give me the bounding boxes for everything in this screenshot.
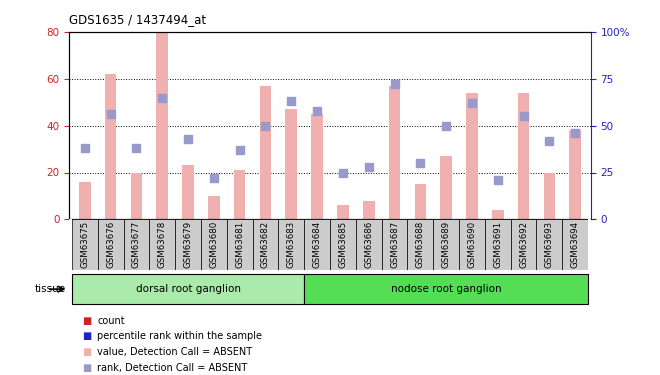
Bar	[537, 219, 562, 270]
Text: GSM63693: GSM63693	[545, 220, 554, 267]
Bar	[98, 219, 123, 270]
Point	[183, 136, 193, 142]
Text: GSM63685: GSM63685	[339, 220, 347, 268]
Bar	[485, 219, 511, 270]
Point	[286, 98, 296, 104]
Point	[544, 138, 554, 144]
Bar	[330, 219, 356, 270]
Text: ■: ■	[82, 347, 92, 357]
Bar	[131, 172, 142, 219]
Bar	[414, 184, 426, 219]
Text: GSM63694: GSM63694	[571, 220, 579, 267]
Bar	[234, 170, 246, 219]
Point	[570, 130, 581, 136]
Bar	[492, 210, 504, 219]
Text: GSM63684: GSM63684	[313, 220, 321, 268]
Bar	[279, 219, 304, 270]
Text: nodose root ganglion: nodose root ganglion	[391, 284, 502, 294]
Bar	[312, 114, 323, 219]
Text: GSM63682: GSM63682	[261, 220, 270, 268]
Text: GDS1635 / 1437494_at: GDS1635 / 1437494_at	[69, 13, 207, 26]
Bar	[544, 172, 555, 219]
Point	[338, 170, 348, 176]
Point	[234, 147, 245, 153]
Bar	[381, 219, 407, 270]
Point	[312, 108, 322, 114]
Text: percentile rank within the sample: percentile rank within the sample	[97, 332, 262, 341]
Text: GSM63688: GSM63688	[416, 220, 425, 268]
Bar	[570, 130, 581, 219]
Bar	[208, 196, 220, 219]
Point	[364, 164, 374, 170]
Bar	[72, 219, 98, 270]
Bar	[433, 219, 459, 270]
Text: count: count	[97, 316, 125, 326]
Bar	[72, 274, 304, 304]
Bar	[511, 219, 537, 270]
Bar	[518, 93, 529, 219]
Bar	[175, 219, 201, 270]
Bar	[105, 74, 116, 219]
Bar	[363, 201, 374, 219]
Bar	[304, 274, 588, 304]
Point	[415, 160, 426, 166]
Bar	[337, 206, 348, 219]
Text: rank, Detection Call = ABSENT: rank, Detection Call = ABSENT	[97, 363, 248, 373]
Text: dorsal root ganglion: dorsal root ganglion	[135, 284, 240, 294]
Bar	[407, 219, 433, 270]
Bar	[182, 165, 194, 219]
Point	[389, 81, 400, 87]
Bar	[389, 86, 401, 219]
Bar	[356, 219, 381, 270]
Bar	[286, 109, 297, 219]
Bar	[253, 219, 279, 270]
Point	[441, 123, 451, 129]
Text: GSM63690: GSM63690	[467, 220, 477, 267]
Text: GSM63692: GSM63692	[519, 220, 528, 267]
Point	[106, 111, 116, 117]
Text: GSM63675: GSM63675	[81, 220, 89, 268]
Text: GSM63676: GSM63676	[106, 220, 115, 268]
Bar	[123, 219, 149, 270]
Text: GSM63677: GSM63677	[132, 220, 141, 268]
Text: GSM63686: GSM63686	[364, 220, 373, 268]
Bar	[201, 219, 227, 270]
Point	[157, 94, 168, 100]
Bar	[562, 219, 588, 270]
Text: tissue: tissue	[35, 284, 66, 294]
Point	[260, 123, 271, 129]
Point	[467, 100, 477, 106]
Text: ■: ■	[82, 316, 92, 326]
Text: GSM63678: GSM63678	[158, 220, 167, 268]
Bar	[259, 86, 271, 219]
Point	[79, 145, 90, 151]
Text: ■: ■	[82, 363, 92, 373]
Point	[518, 113, 529, 119]
Point	[209, 175, 219, 181]
Text: GSM63691: GSM63691	[493, 220, 502, 267]
Text: GSM63689: GSM63689	[442, 220, 451, 267]
Bar	[440, 156, 452, 219]
Bar	[227, 219, 253, 270]
Text: GSM63679: GSM63679	[183, 220, 193, 267]
Text: value, Detection Call = ABSENT: value, Detection Call = ABSENT	[97, 347, 252, 357]
Point	[492, 177, 503, 183]
Text: GSM63680: GSM63680	[209, 220, 218, 268]
Bar	[149, 219, 175, 270]
Bar	[588, 219, 591, 270]
Text: GSM63687: GSM63687	[390, 220, 399, 268]
Point	[131, 145, 142, 151]
Text: GSM63681: GSM63681	[235, 220, 244, 268]
Bar	[466, 93, 478, 219]
Bar	[459, 219, 485, 270]
Text: ■: ■	[82, 332, 92, 341]
Bar	[156, 32, 168, 219]
Bar	[79, 182, 90, 219]
Bar	[69, 219, 72, 270]
Text: GSM63683: GSM63683	[287, 220, 296, 268]
Bar	[304, 219, 330, 270]
